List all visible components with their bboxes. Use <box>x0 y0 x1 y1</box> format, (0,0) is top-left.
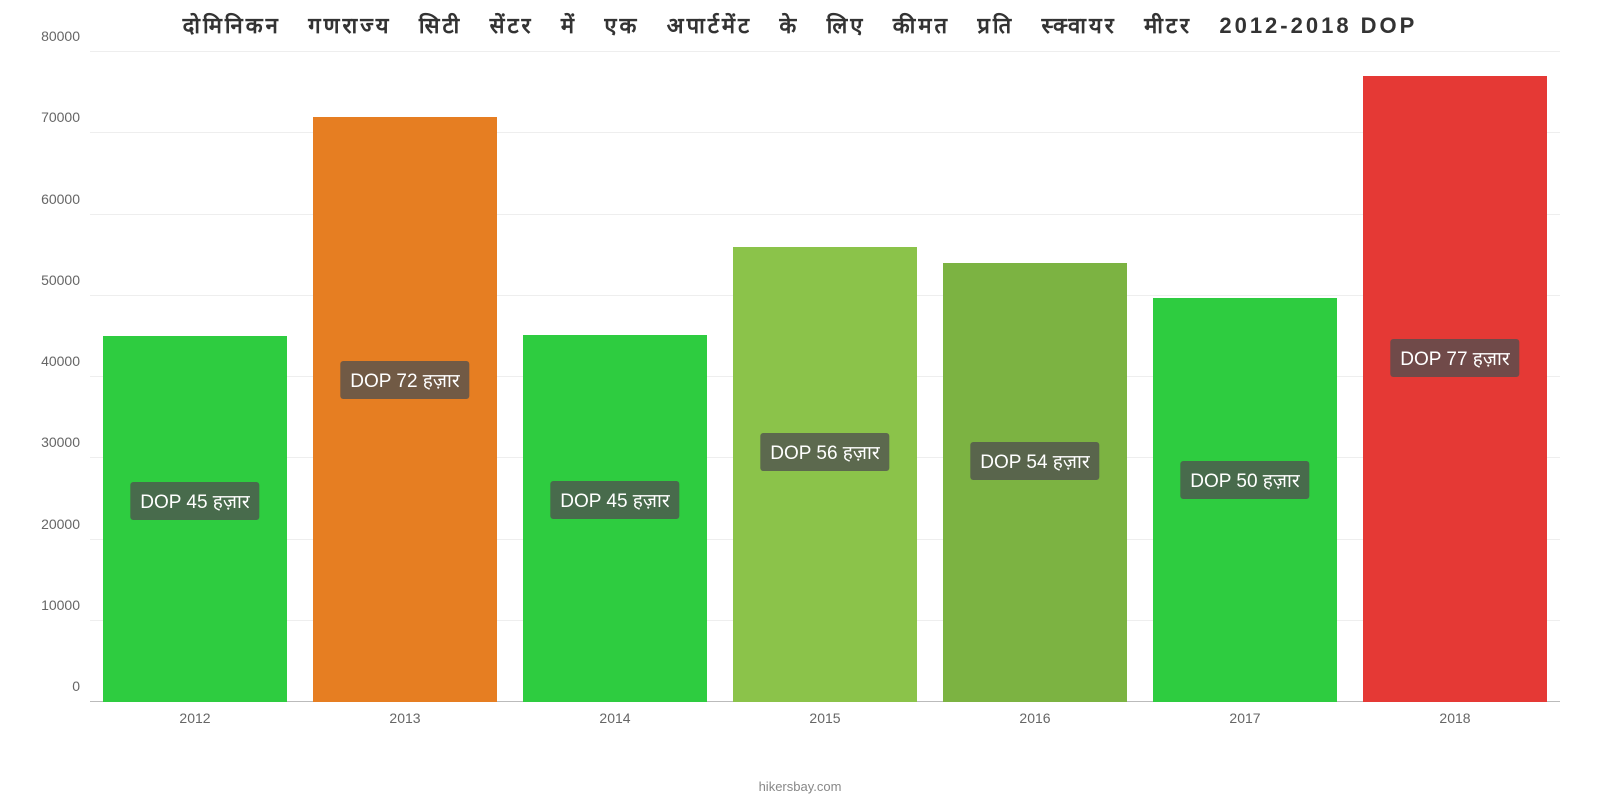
bar: DOP 54 हज़ार <box>943 263 1128 702</box>
y-tick-label: 80000 <box>41 28 90 44</box>
bar-slot: DOP 45 हज़ार <box>90 52 300 702</box>
y-tick-label: 40000 <box>41 353 90 369</box>
x-tick-label: 2018 <box>1350 704 1560 732</box>
y-tick-label: 30000 <box>41 434 90 450</box>
y-tick-label: 10000 <box>41 597 90 613</box>
bar: DOP 72 हज़ार <box>313 117 498 702</box>
bar-slot: DOP 77 हज़ार <box>1350 52 1560 702</box>
y-tick-label: 20000 <box>41 516 90 532</box>
y-tick-label: 50000 <box>41 272 90 288</box>
bar-value-badge: DOP 77 हज़ार <box>1390 339 1519 377</box>
bar-value-badge: DOP 45 हज़ार <box>550 481 679 519</box>
bar-value-badge: DOP 45 हज़ार <box>130 482 259 520</box>
bar: DOP 45 हज़ार <box>523 335 708 702</box>
bar: DOP 50 हज़ार <box>1153 298 1338 702</box>
bar-value-badge: DOP 56 हज़ार <box>760 433 889 471</box>
attribution-text: hikersbay.com <box>0 779 1600 794</box>
y-tick-label: 70000 <box>41 109 90 125</box>
bar: DOP 56 हज़ार <box>733 247 918 702</box>
bar-slot: DOP 50 हज़ार <box>1140 52 1350 702</box>
x-tick-label: 2015 <box>720 704 930 732</box>
bar: DOP 77 हज़ार <box>1363 76 1548 702</box>
y-tick-label: 60000 <box>41 191 90 207</box>
bar: DOP 45 हज़ार <box>103 336 288 702</box>
bars-group: DOP 45 हज़ार DOP 72 हज़ार DOP 45 हज़ार DOP … <box>90 52 1560 702</box>
x-tick-label: 2012 <box>90 704 300 732</box>
chart-container: दोमिनिकन गणराज्य सिटी सेंटर में एक अपार्… <box>0 0 1600 800</box>
y-tick-label: 0 <box>72 678 90 694</box>
x-tick-label: 2017 <box>1140 704 1350 732</box>
x-tick-label: 2013 <box>300 704 510 732</box>
bar-slot: DOP 54 हज़ार <box>930 52 1140 702</box>
bar-slot: DOP 56 हज़ार <box>720 52 930 702</box>
x-axis-labels: 2012201320142015201620172018 <box>90 704 1560 732</box>
bar-slot: DOP 45 हज़ार <box>510 52 720 702</box>
x-tick-label: 2016 <box>930 704 1140 732</box>
x-tick-label: 2014 <box>510 704 720 732</box>
bar-slot: DOP 72 हज़ार <box>300 52 510 702</box>
bar-value-badge: DOP 72 हज़ार <box>340 361 469 399</box>
bar-value-badge: DOP 54 हज़ार <box>970 442 1099 480</box>
plot-area: DOP 45 हज़ार DOP 72 हज़ार DOP 45 हज़ार DOP … <box>90 52 1560 732</box>
chart-title: दोमिनिकन गणराज्य सिटी सेंटर में एक अपार्… <box>20 10 1580 40</box>
bar-value-badge: DOP 50 हज़ार <box>1180 461 1309 499</box>
